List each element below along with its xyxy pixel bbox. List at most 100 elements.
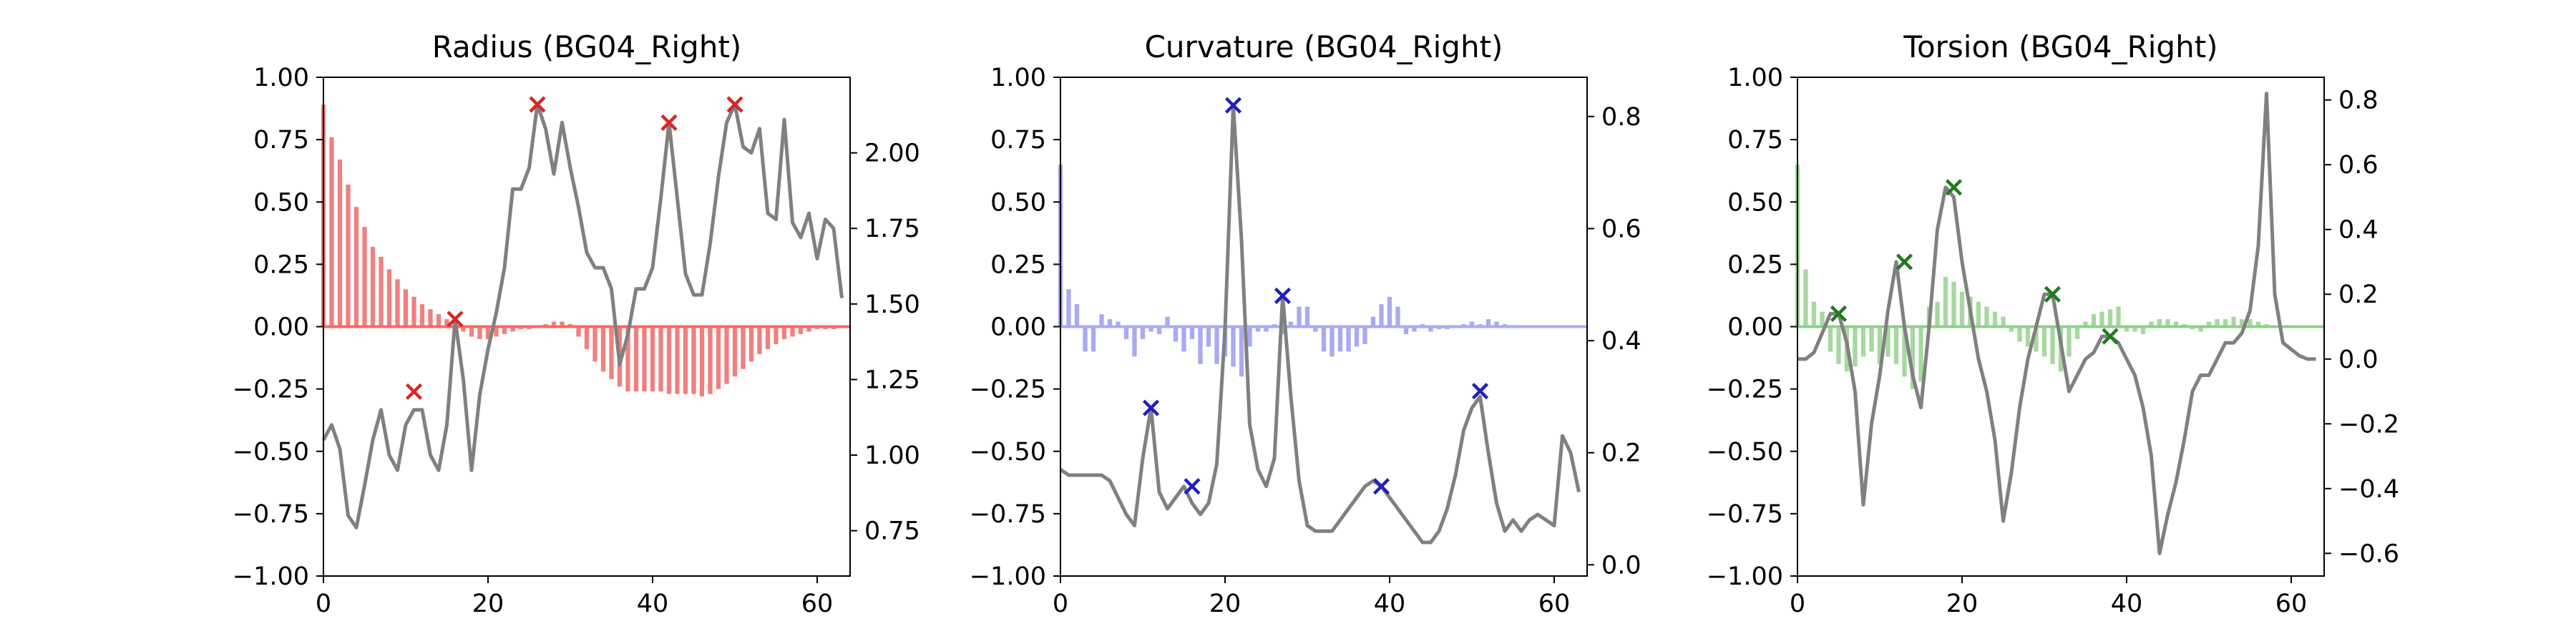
radius-title: Radius (BG04_Right) [432,29,742,64]
radius-bar [675,326,680,394]
radius-peak-marker [447,311,464,328]
radius-bar [650,326,655,392]
curvature-bar [1165,316,1170,327]
radius-bar [666,326,672,394]
torsion-right-y-tick-label: −0.4 [2338,475,2399,504]
torsion-bar [1828,326,1833,352]
torsion-bar [2215,319,2220,327]
radius-left-y-tick-label: 0.50 [253,188,309,217]
radius-bar [386,269,392,327]
curvature-bar [1337,326,1343,352]
radius-bar [510,326,515,332]
curvature-bar [1066,289,1071,327]
curvature-bar [1132,326,1137,357]
curvature-peak-marker [1372,478,1390,495]
radius-bar [757,326,762,354]
torsion-title: Torsion (BG04_Right) [1903,29,2218,64]
radius-bar [576,326,581,337]
radius-bar [353,207,359,327]
curvature-peak-marker [1471,382,1489,400]
torsion-peak-marker [2044,286,2062,303]
curvature-bar [1412,326,1417,332]
torsion-bar [2231,316,2236,327]
curvature-bar [1304,306,1310,327]
radius-bar [798,326,804,334]
radius-bar [790,326,795,337]
torsion-right-y-tick-label: 0.8 [2338,87,2379,115]
radius-x-tick-label: 20 [472,590,504,618]
radius-bar [691,326,696,394]
curvature-bar [1214,326,1219,364]
radius-left-y-tick-label: −0.75 [233,500,309,529]
radius-bar [403,289,409,327]
curvature-bar [1297,306,1302,327]
radius-bar [461,326,466,332]
torsion-left-y-tick-label: 0.25 [1727,250,1783,279]
radius-bar [379,256,384,327]
radius-bar [370,246,376,327]
curvature-right-y-tick-label: 0.2 [1601,439,1641,468]
torsion-bar [2140,326,2146,334]
radius-bar [600,326,606,372]
radius-bar [658,326,663,392]
radius-x-tick-label: 40 [637,590,669,618]
curvature-bar [1239,326,1244,377]
torsion-bar [2034,326,2039,352]
torsion-bar [2157,319,2162,327]
curvature-left-y-tick-label: 0.25 [990,250,1046,279]
curvature-x-tick-label: 60 [1538,590,1571,618]
curvature-bar [1189,326,1195,339]
torsion-bar [2001,316,2006,327]
radius-bar [699,326,705,397]
curvature-bar [1206,326,1211,347]
radius-bar [436,314,441,327]
radius-bar [716,326,721,389]
torsion-bar [2041,326,2047,357]
radius-line-series [321,102,844,530]
torsion-bar [2017,326,2022,342]
radius-left-y-tick-label: 1.00 [253,64,309,92]
torsion-bar [1860,326,1866,357]
torsion-peak-marker [1945,179,1963,196]
torsion-bar [1959,291,1965,327]
torsion-line-series [1797,92,2316,555]
curvature-right-y-tick-label: 0.4 [1601,327,1641,356]
curvature-bar [1247,326,1252,347]
torsion-bar [1811,301,1817,327]
radius-left-y-tick-label: −1.00 [233,562,309,591]
curvature-bar [1099,314,1104,327]
curvature-bar [1428,326,1433,332]
radius-right-y-tick-label: 1.50 [864,291,920,319]
curvature-right-y-tick-label: 0.6 [1601,215,1641,243]
radius-bar [419,304,425,327]
torsion-right-y-tick-label: −0.6 [2338,540,2399,568]
radius-bar [724,326,729,384]
radius-bar [765,326,771,349]
torsion-bar [1902,326,1907,377]
curvature-bar [1313,326,1318,332]
torsion-x-tick-label: 40 [2111,590,2143,618]
radius-left-y-tick-label: −0.25 [233,376,309,404]
curvature-bar [1148,326,1153,332]
torsion-bar [2239,319,2245,327]
curvature-bar [1231,326,1236,367]
radius-bar [329,137,334,327]
torsion-panel: 0 20 40 60 1.00 0.75 0.50 0.25 0.00 −0.25 −0.50 −0.… [1707,29,2399,618]
radius-peak-marker [726,96,743,113]
curvature-panel: 0 20 40 60 1.00 0.75 0.50 0.25 0.00 −0.25 −0.50 −0.… [970,29,1641,618]
radius-bar [732,326,738,377]
curvature-bar [1156,326,1162,334]
curvature-bar [1321,326,1327,352]
curvature-bar [1354,326,1360,347]
torsion-peak-marker [2102,328,2119,345]
curvature-left-y-tick-label: 0.75 [990,126,1046,155]
torsion-left-y-tick-label: −0.75 [1707,500,1783,529]
torsion-x-tick-label: 60 [2275,590,2308,618]
radius-left-y-tick-label: 0.25 [253,250,309,279]
torsion-right-y-tick-label: 0.6 [2338,151,2379,180]
curvature-bar [1181,326,1186,352]
radius-bar [781,326,787,339]
radius-bar [609,326,614,379]
torsion-bar [1853,326,1858,367]
torsion-bar [2223,319,2228,327]
